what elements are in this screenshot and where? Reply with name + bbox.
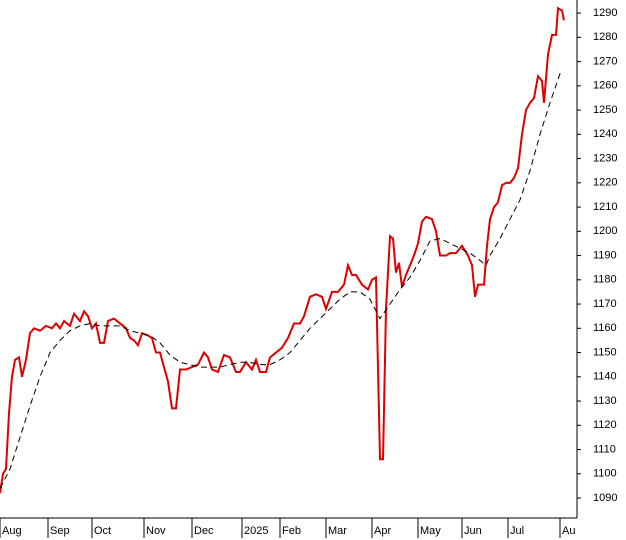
y-tick-label: 1230 <box>593 152 617 164</box>
y-tick-label: 1210 <box>593 201 617 213</box>
series-line <box>0 6 565 494</box>
y-tick-label: 1170 <box>593 298 617 310</box>
y-tick-label: 1250 <box>593 104 617 116</box>
x-tick-label: Dec <box>194 525 214 537</box>
y-tick-label: 1290 <box>593 7 617 19</box>
y-tick-label: 1110 <box>593 443 616 455</box>
y-tick-label: 1160 <box>593 322 617 334</box>
x-tick-label: Jul <box>510 525 524 537</box>
y-tick-label: 1220 <box>593 177 617 189</box>
y-tick-label: 1200 <box>593 225 617 237</box>
y-tick-label: 1090 <box>593 492 617 504</box>
series-line <box>0 70 564 489</box>
x-tick-label: Mar <box>328 525 347 537</box>
y-tick-label: 1270 <box>593 55 617 67</box>
y-tick-label: 1240 <box>593 128 617 140</box>
x-tick-label: Sep <box>50 525 70 537</box>
x-tick-label: Jun <box>464 525 482 537</box>
x-tick-label: Aug <box>2 525 22 537</box>
x-tick-label: 2025 <box>244 525 268 537</box>
x-tick-label: Oct <box>94 525 111 537</box>
y-tick-label: 1150 <box>593 346 617 358</box>
x-tick-label: Feb <box>282 525 301 537</box>
y-tick-label: 1140 <box>593 371 617 383</box>
x-tick-label: Apr <box>374 525 391 537</box>
x-tick-label: Nov <box>146 525 166 537</box>
x-tick-label: May <box>420 525 441 537</box>
y-tick-label: 1180 <box>593 274 617 286</box>
y-tick-label: 1260 <box>593 80 617 92</box>
y-tick-label: 1190 <box>593 249 617 261</box>
y-tick-label: 1120 <box>593 419 617 431</box>
y-tick-label: 1100 <box>593 468 617 480</box>
x-tick-label: Au <box>562 525 575 537</box>
y-tick-label: 1280 <box>593 31 617 43</box>
y-tick-label: 1130 <box>593 395 617 407</box>
